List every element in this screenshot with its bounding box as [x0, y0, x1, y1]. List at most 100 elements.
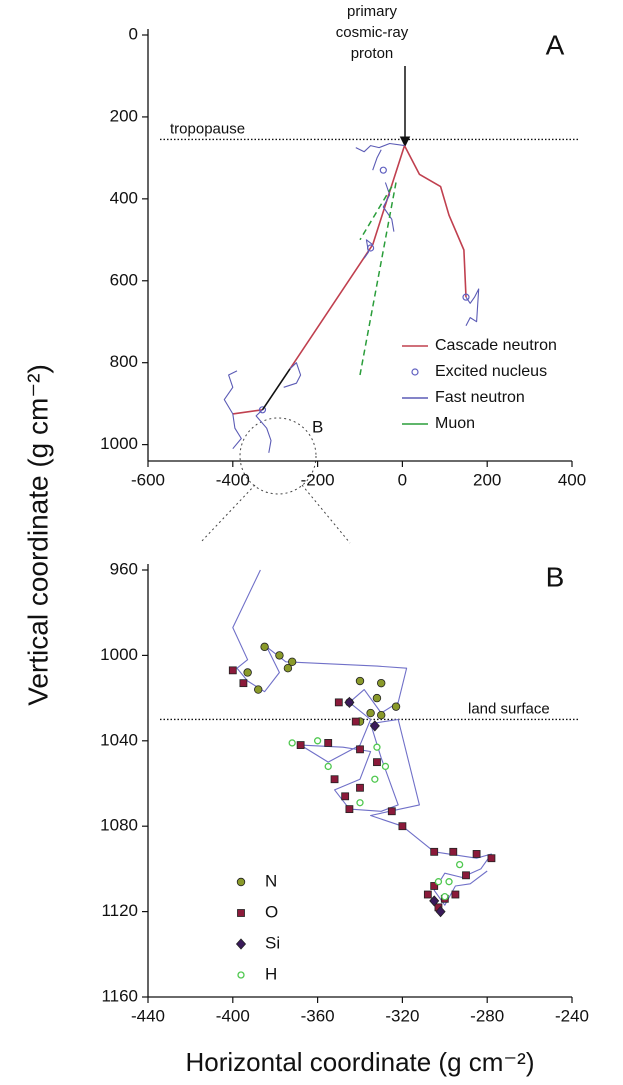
marker-circle — [275, 651, 284, 660]
marker-open-circle — [445, 878, 453, 886]
y-tick-label: 600 — [110, 270, 138, 289]
x-tick-label: -440 — [131, 1006, 165, 1025]
marker-square — [398, 822, 407, 831]
marker-circle — [372, 693, 382, 703]
legend-label: Si — [265, 933, 280, 952]
marker-square — [345, 805, 354, 814]
y-tick-label: 1040 — [100, 730, 138, 749]
x-tick-label: -400 — [216, 1006, 250, 1025]
x-axis-label: Horizontal coordinate (g cm⁻²) — [186, 1047, 535, 1077]
x-tick-label: -320 — [385, 1006, 419, 1025]
marker-square — [373, 758, 381, 767]
legend-label: Excited nucleus — [435, 363, 547, 380]
marker-open-circle — [288, 739, 296, 747]
y-tick-label: 400 — [110, 188, 138, 207]
marker-circle — [283, 664, 293, 673]
zoom-circle — [239, 417, 317, 495]
y-tick-label: 1120 — [101, 901, 138, 920]
marker-square — [387, 807, 396, 816]
marker-square — [451, 890, 460, 899]
series-line — [261, 368, 291, 411]
reference-label: land surface — [468, 700, 550, 717]
marker-square — [351, 717, 360, 726]
marker-square — [356, 745, 364, 754]
panel-label: B — [546, 561, 565, 592]
marker-open-circle — [313, 737, 322, 745]
marker-circle — [260, 642, 269, 652]
x-tick-label: -280 — [470, 1006, 504, 1025]
marker-square — [462, 871, 470, 880]
x-tick-label: 0 — [398, 470, 407, 489]
marker-open-circle — [441, 893, 449, 901]
legend-swatch — [411, 368, 419, 376]
legend-swatch — [235, 938, 247, 950]
marker-diamond — [344, 696, 355, 708]
marker-open-circle — [371, 775, 379, 783]
marker-square — [449, 847, 458, 856]
inset-label: B — [312, 417, 323, 436]
x-tick-label: -600 — [131, 470, 165, 489]
marker-diamond — [369, 720, 380, 732]
y-tick-label: 960 — [110, 559, 138, 578]
annotation: proton — [351, 45, 394, 62]
reference-label: tropopause — [170, 120, 245, 137]
y-tick-label: 1000 — [100, 434, 138, 453]
legend-swatch — [237, 909, 245, 917]
marker-square — [239, 679, 248, 688]
marker-circle — [243, 668, 252, 677]
zoom-line — [199, 484, 256, 544]
legend-label: Cascade neutron — [435, 337, 557, 354]
marker-square — [356, 783, 364, 792]
x-tick-label: -360 — [301, 1006, 335, 1025]
marker-square — [487, 854, 496, 863]
y-tick-label: 1160 — [101, 986, 138, 1005]
marker-square — [324, 739, 333, 747]
legend-label: Muon — [435, 415, 475, 432]
marker-open-circle — [373, 743, 381, 751]
y-tick-label: 800 — [110, 352, 138, 371]
marker-open-circle — [434, 878, 443, 886]
zoom-line — [301, 484, 351, 544]
x-tick-label: 400 — [558, 470, 586, 489]
marker-square — [330, 775, 339, 784]
marker-square — [430, 882, 439, 890]
x-tick-label: 200 — [473, 470, 501, 489]
legend-label: H — [265, 964, 277, 983]
marker-open-circle — [324, 762, 332, 771]
marker-circle — [258, 406, 267, 414]
legend-label: Fast neutron — [435, 389, 525, 406]
marker-square — [430, 847, 439, 856]
x-tick-label: -240 — [555, 1006, 589, 1025]
marker-square — [423, 890, 432, 899]
marker-square — [296, 741, 305, 749]
series-line — [223, 142, 480, 453]
panel-label: A — [546, 29, 565, 60]
y-tick-label: 1000 — [100, 645, 138, 664]
legend-label: N — [265, 871, 277, 890]
marker-circle — [254, 685, 263, 694]
legend-swatch — [236, 877, 246, 887]
y-axis-label: Vertical coordinate (g cm⁻²) — [22, 364, 53, 706]
marker-diamond — [429, 895, 440, 907]
legend-label: O — [265, 902, 278, 921]
marker-diamond — [435, 906, 446, 918]
y-tick-label: 0 — [129, 24, 138, 43]
marker-circle — [462, 293, 470, 301]
marker-square — [341, 792, 350, 801]
marker-circle — [366, 708, 375, 718]
marker-circle — [287, 657, 297, 667]
legend-swatch — [237, 971, 245, 979]
y-tick-label: 200 — [110, 106, 138, 125]
series-line — [359, 182, 397, 376]
x-tick-label: -200 — [301, 470, 335, 489]
marker-open-circle — [356, 799, 364, 807]
marker-square — [334, 698, 343, 707]
annotation: primary — [347, 3, 398, 20]
marker-circle — [377, 710, 386, 720]
marker-open-circle — [381, 762, 390, 771]
x-tick-label: -400 — [216, 470, 250, 489]
marker-circle — [379, 166, 387, 174]
marker-open-circle — [455, 860, 464, 869]
